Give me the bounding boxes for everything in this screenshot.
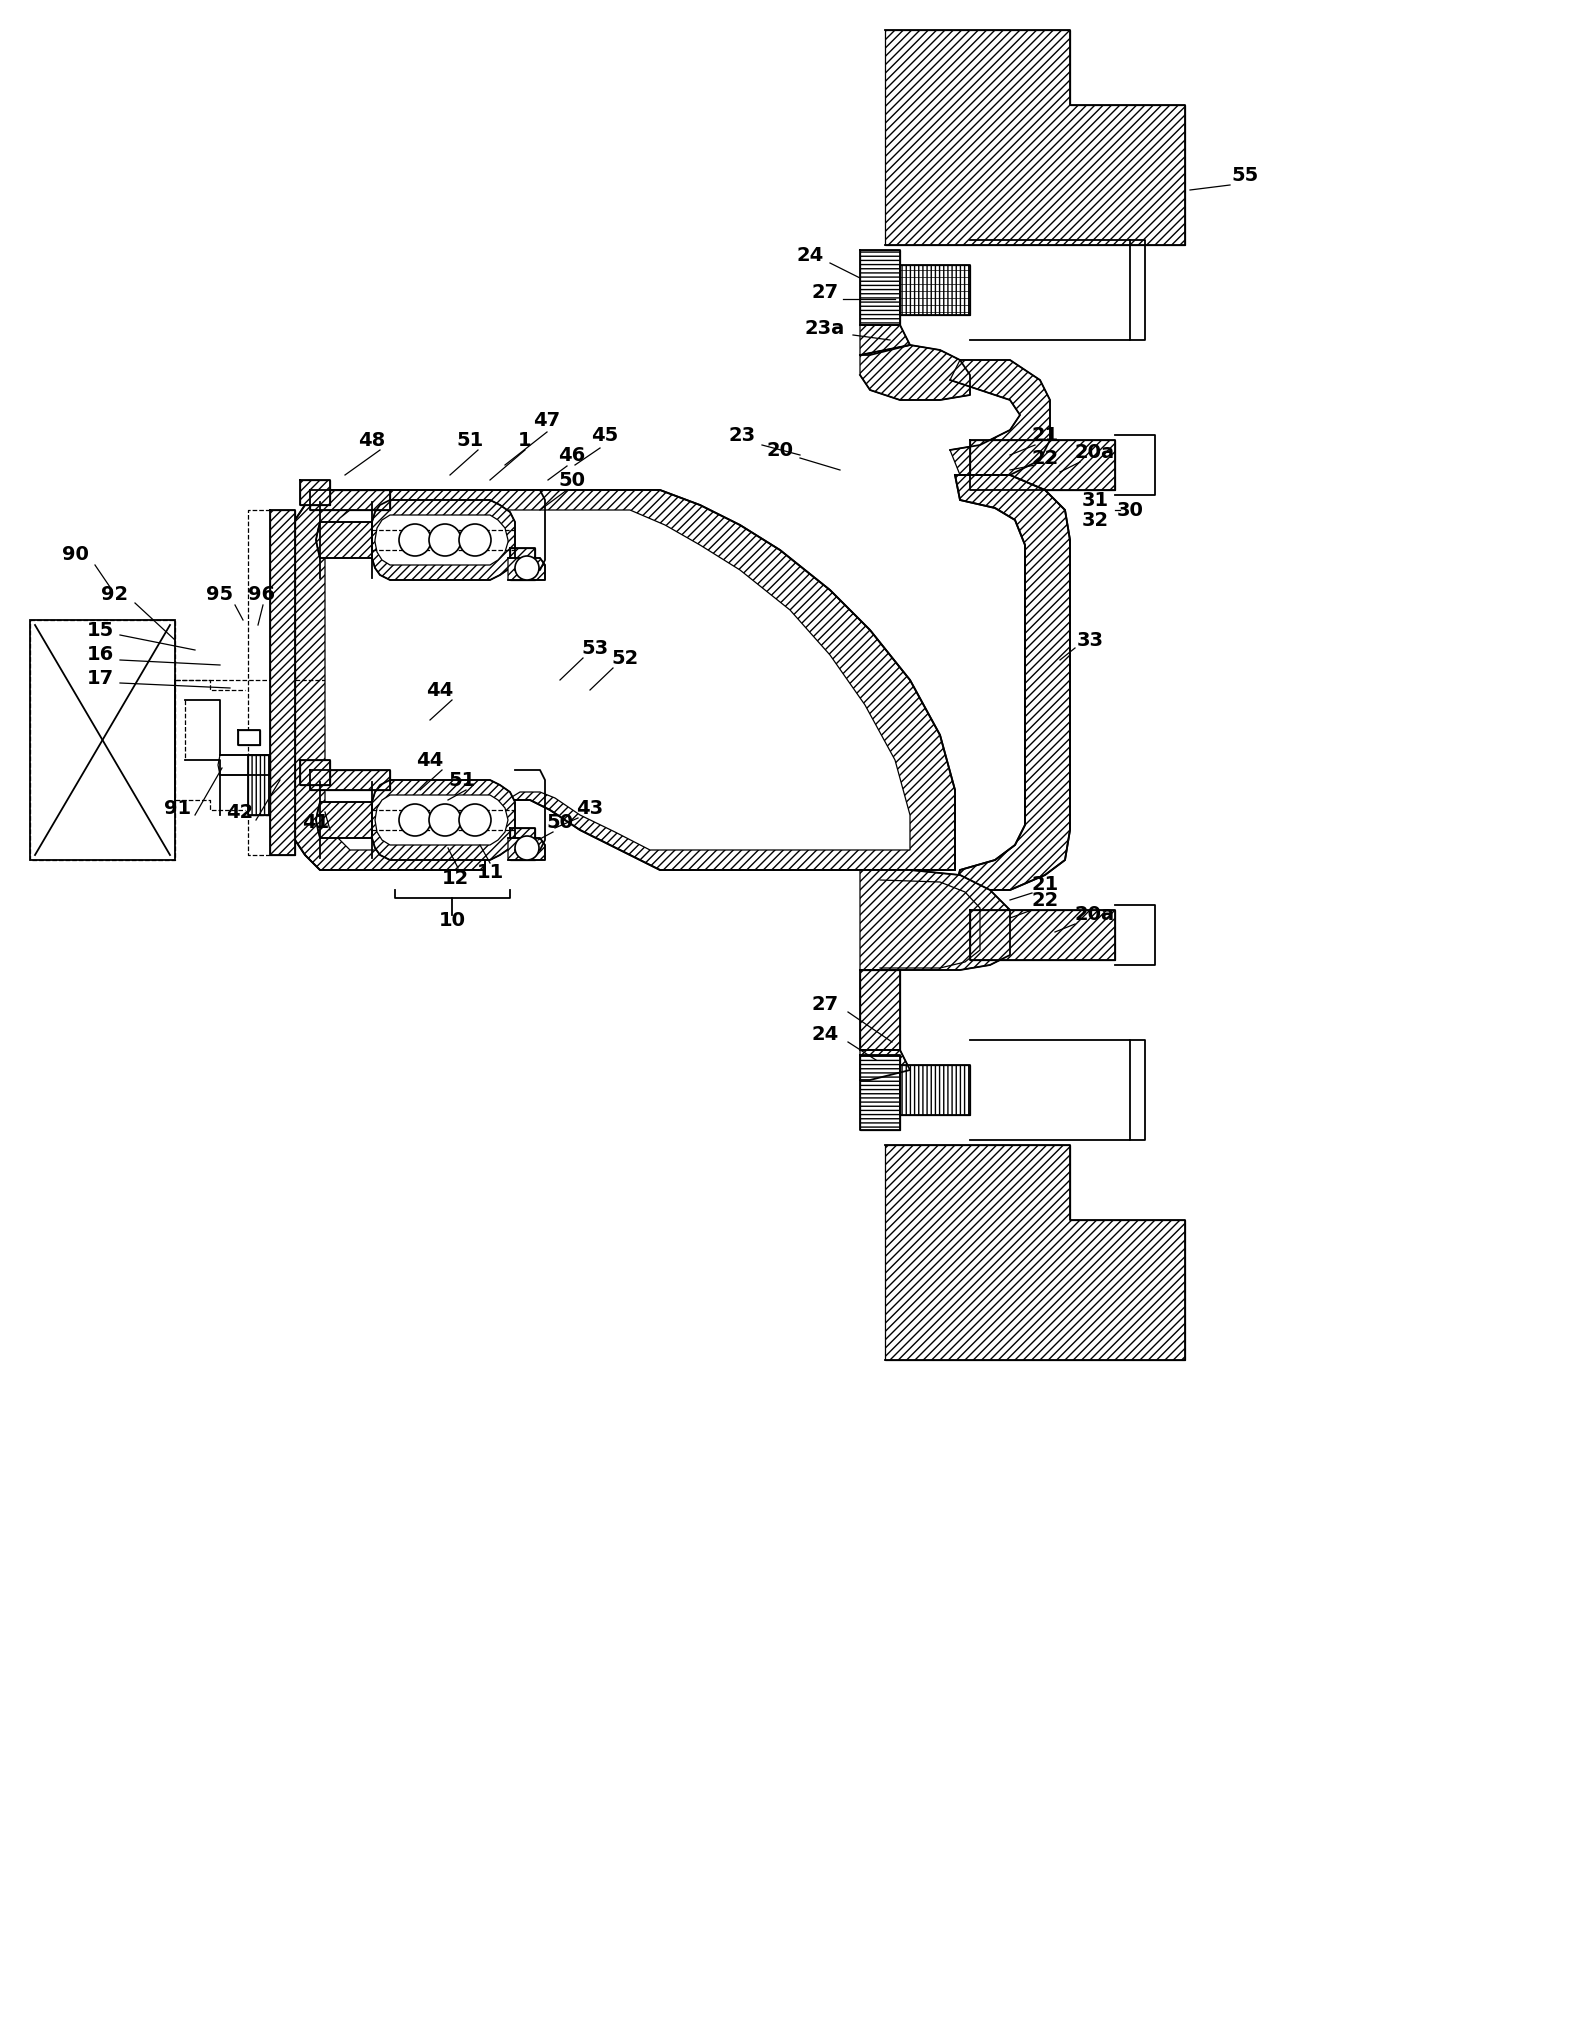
Text: 24: 24 xyxy=(812,1026,839,1044)
Ellipse shape xyxy=(429,523,461,556)
Text: 23: 23 xyxy=(728,426,755,444)
Polygon shape xyxy=(510,829,535,859)
Text: 17: 17 xyxy=(86,668,113,688)
Polygon shape xyxy=(300,480,331,505)
Polygon shape xyxy=(860,969,899,1051)
Polygon shape xyxy=(316,521,372,558)
Text: 16: 16 xyxy=(86,645,114,664)
Text: 27: 27 xyxy=(812,283,839,301)
Polygon shape xyxy=(270,509,296,855)
Text: 12: 12 xyxy=(442,869,469,888)
Text: 10: 10 xyxy=(439,910,466,930)
Polygon shape xyxy=(860,1051,910,1079)
Polygon shape xyxy=(510,548,535,580)
Text: 23a: 23a xyxy=(806,318,845,338)
Text: 11: 11 xyxy=(477,863,504,882)
Text: 20a: 20a xyxy=(1074,442,1115,462)
Text: 48: 48 xyxy=(359,430,386,450)
Text: 1: 1 xyxy=(518,430,532,450)
Polygon shape xyxy=(950,360,1050,474)
Text: 51: 51 xyxy=(448,770,475,790)
Polygon shape xyxy=(885,31,1185,244)
Text: 90: 90 xyxy=(62,546,89,564)
Polygon shape xyxy=(860,1055,899,1130)
Polygon shape xyxy=(899,265,969,316)
Text: 20a: 20a xyxy=(1074,906,1115,924)
Polygon shape xyxy=(860,326,910,354)
Polygon shape xyxy=(508,558,545,580)
Text: 55: 55 xyxy=(1231,165,1258,185)
Text: 43: 43 xyxy=(577,798,604,818)
Text: 31: 31 xyxy=(1082,491,1109,509)
Text: 45: 45 xyxy=(591,426,618,444)
Text: 27: 27 xyxy=(812,996,839,1014)
Polygon shape xyxy=(885,1144,1185,1360)
Ellipse shape xyxy=(459,523,491,556)
Text: 51: 51 xyxy=(456,430,483,450)
Polygon shape xyxy=(316,802,372,839)
Text: 91: 91 xyxy=(164,798,192,818)
Ellipse shape xyxy=(515,556,539,580)
Text: 53: 53 xyxy=(582,639,609,658)
Text: 21: 21 xyxy=(1031,875,1058,894)
Text: 96: 96 xyxy=(248,586,275,605)
Text: 95: 95 xyxy=(207,586,234,605)
Text: 21: 21 xyxy=(1031,426,1058,444)
Text: 15: 15 xyxy=(86,621,114,639)
Text: 52: 52 xyxy=(612,649,639,668)
Polygon shape xyxy=(899,1065,969,1116)
Polygon shape xyxy=(375,515,508,566)
Text: 32: 32 xyxy=(1082,511,1109,529)
Text: 22: 22 xyxy=(1031,448,1058,468)
Polygon shape xyxy=(969,910,1115,961)
Ellipse shape xyxy=(399,523,431,556)
Text: 46: 46 xyxy=(558,446,586,464)
Polygon shape xyxy=(300,759,331,786)
Text: 50: 50 xyxy=(547,814,574,833)
Text: 30: 30 xyxy=(1117,501,1144,519)
Polygon shape xyxy=(860,250,899,326)
Ellipse shape xyxy=(515,837,539,859)
Text: 42: 42 xyxy=(226,802,254,821)
Polygon shape xyxy=(310,770,389,790)
Polygon shape xyxy=(326,509,910,849)
Text: 92: 92 xyxy=(102,586,129,605)
Polygon shape xyxy=(372,501,515,580)
Text: 20: 20 xyxy=(766,440,793,460)
Polygon shape xyxy=(860,344,969,399)
Text: 22: 22 xyxy=(1031,890,1058,910)
Polygon shape xyxy=(30,621,175,859)
Ellipse shape xyxy=(459,804,491,837)
Polygon shape xyxy=(860,869,1011,969)
Polygon shape xyxy=(372,780,515,859)
Polygon shape xyxy=(969,440,1115,491)
Text: 44: 44 xyxy=(416,751,443,770)
Text: 44: 44 xyxy=(426,680,453,700)
Polygon shape xyxy=(508,839,545,859)
Polygon shape xyxy=(248,755,270,814)
Text: 47: 47 xyxy=(534,411,561,430)
Polygon shape xyxy=(218,755,270,776)
Polygon shape xyxy=(310,491,389,509)
Text: 24: 24 xyxy=(796,246,823,265)
Polygon shape xyxy=(955,474,1069,890)
Text: 50: 50 xyxy=(558,470,585,489)
Polygon shape xyxy=(238,731,261,745)
Text: 41: 41 xyxy=(302,812,329,831)
Polygon shape xyxy=(375,794,508,845)
Ellipse shape xyxy=(399,804,431,837)
Polygon shape xyxy=(291,491,955,869)
Ellipse shape xyxy=(429,804,461,837)
Text: 33: 33 xyxy=(1076,631,1103,649)
